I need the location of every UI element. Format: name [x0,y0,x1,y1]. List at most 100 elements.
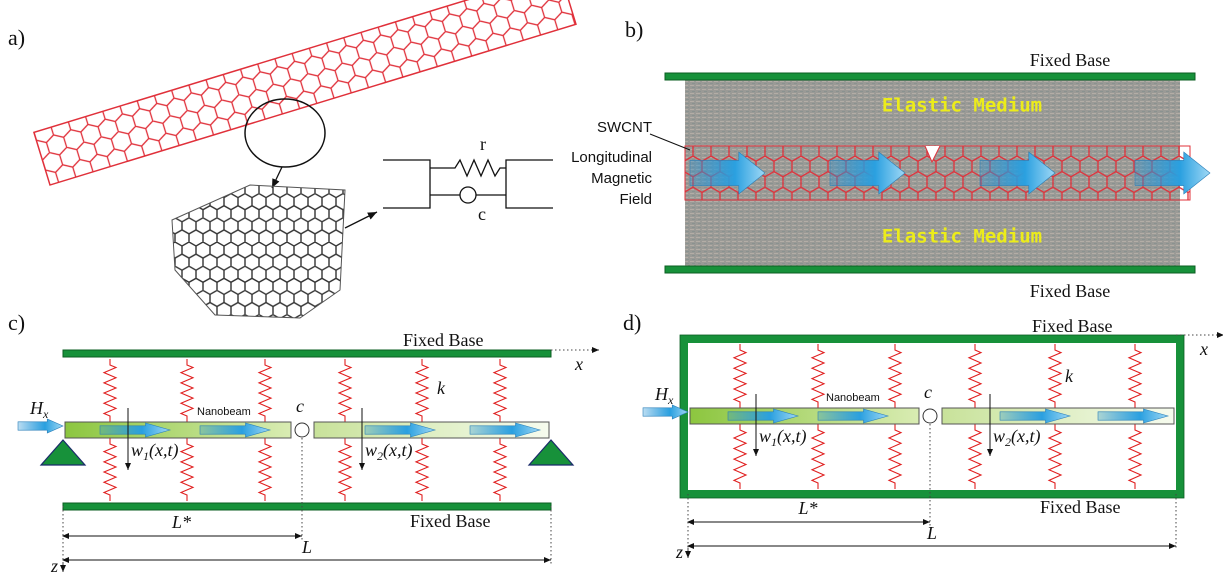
spring-label: k [437,378,446,398]
axis-label: x [574,354,583,374]
spring [179,359,195,422]
support [39,439,87,466]
panel-label: d) [623,310,641,335]
field-arrow [727,408,800,424]
field-arrow [979,151,1056,195]
spring [1127,344,1143,408]
field-arrow [99,422,172,438]
field-label: Field [619,191,652,208]
deflection-label-main: w [759,426,771,446]
arrow [271,166,283,189]
field-arrow [1097,408,1170,424]
field-arrow [1134,151,1211,195]
field-arrow [642,404,689,420]
crack-label: c [296,396,304,416]
field-label: Hx [654,384,674,407]
spring [967,424,983,489]
spring [414,359,430,422]
axis-label: z [675,542,683,562]
spring [967,344,983,408]
spring [1047,344,1063,408]
field-arrow [17,418,64,434]
fixed-base-label: Fixed Base [1030,50,1111,70]
fixed-base [680,335,1184,498]
field-label-main: H [29,398,44,418]
crack-label: c [924,382,932,402]
fixed-base [664,265,1196,274]
spring-label: c [478,204,486,224]
deflection-label: w1(x,t) [759,426,807,449]
spring [492,438,508,501]
spring [732,344,748,408]
deflection-label-main: w [993,426,1005,446]
spring [1127,424,1143,489]
field-arrow [689,151,766,195]
arrow [344,211,378,229]
spring [414,438,430,501]
deflection-label-sub: 1 [771,435,777,449]
field-label-sub: x [667,393,674,407]
spring [732,424,748,489]
medium-label: Elastic Medium [882,226,1042,248]
tube-label: SWCNT [597,119,652,136]
spring [102,359,118,422]
panel-label: b) [625,17,643,42]
field-arrow [999,408,1072,424]
dimension-label: L [926,523,937,543]
beam-label: Nanobeam [826,392,880,404]
frame-outline [679,334,1185,499]
field-label: Magnetic [591,170,652,187]
pointer [649,133,691,151]
fixed-base-label: Fixed Base [403,330,484,350]
deflection-label: w2(x,t) [993,426,1041,449]
nanotube [32,0,577,186]
spring [887,344,903,408]
crack-circle [244,98,326,168]
axis-label: x [1199,339,1208,359]
panel-label: c) [8,310,25,335]
spring [102,438,118,501]
spring [810,344,826,408]
dimension-label: L* [797,498,817,518]
crack [924,145,941,164]
spring [179,438,195,501]
deflection-label-suffix: (x,t) [383,440,412,461]
deflection-label-suffix: (x,t) [1011,426,1040,447]
panel-label: a) [8,25,25,50]
field-label-sub: x [42,407,49,421]
spring [257,359,273,422]
deflection-label-main: w [365,440,377,460]
deflection-label: w2(x,t) [365,440,413,463]
deflection-label-suffix: (x,t) [149,440,178,461]
medium-label: Elastic Medium [882,95,1042,117]
circuit [383,158,553,209]
field-arrow [364,422,437,438]
crack-spring [294,422,310,438]
field-label: Longitudinal [571,149,652,166]
fixed-base-label: Fixed Base [410,511,491,531]
fixed-base [664,72,1196,81]
field-arrow [199,422,272,438]
deflection-label-sub: 2 [377,449,383,463]
spring [887,424,903,489]
deflection-label: w1(x,t) [131,440,179,463]
deflection-label-sub: 2 [1005,435,1011,449]
fixed-base-label: Fixed Base [1030,281,1111,301]
beam-label: Nanobeam [197,406,251,418]
fixed-base [62,349,552,358]
dimension-label: L* [171,512,191,532]
spring-label: k [1065,366,1074,386]
crack-spring [922,408,938,424]
spring [810,424,826,489]
fixed-base-label: Fixed Base [1032,316,1113,336]
graphene-fragment [171,184,346,319]
spring [1047,424,1063,489]
field-label: Hx [29,398,49,421]
spring [492,359,508,422]
deflection-label-sub: 1 [143,449,149,463]
field-arrow [469,422,542,438]
axis-label: z [50,556,58,572]
fixed-base [62,502,552,511]
deflection-label-suffix: (x,t) [777,426,806,447]
